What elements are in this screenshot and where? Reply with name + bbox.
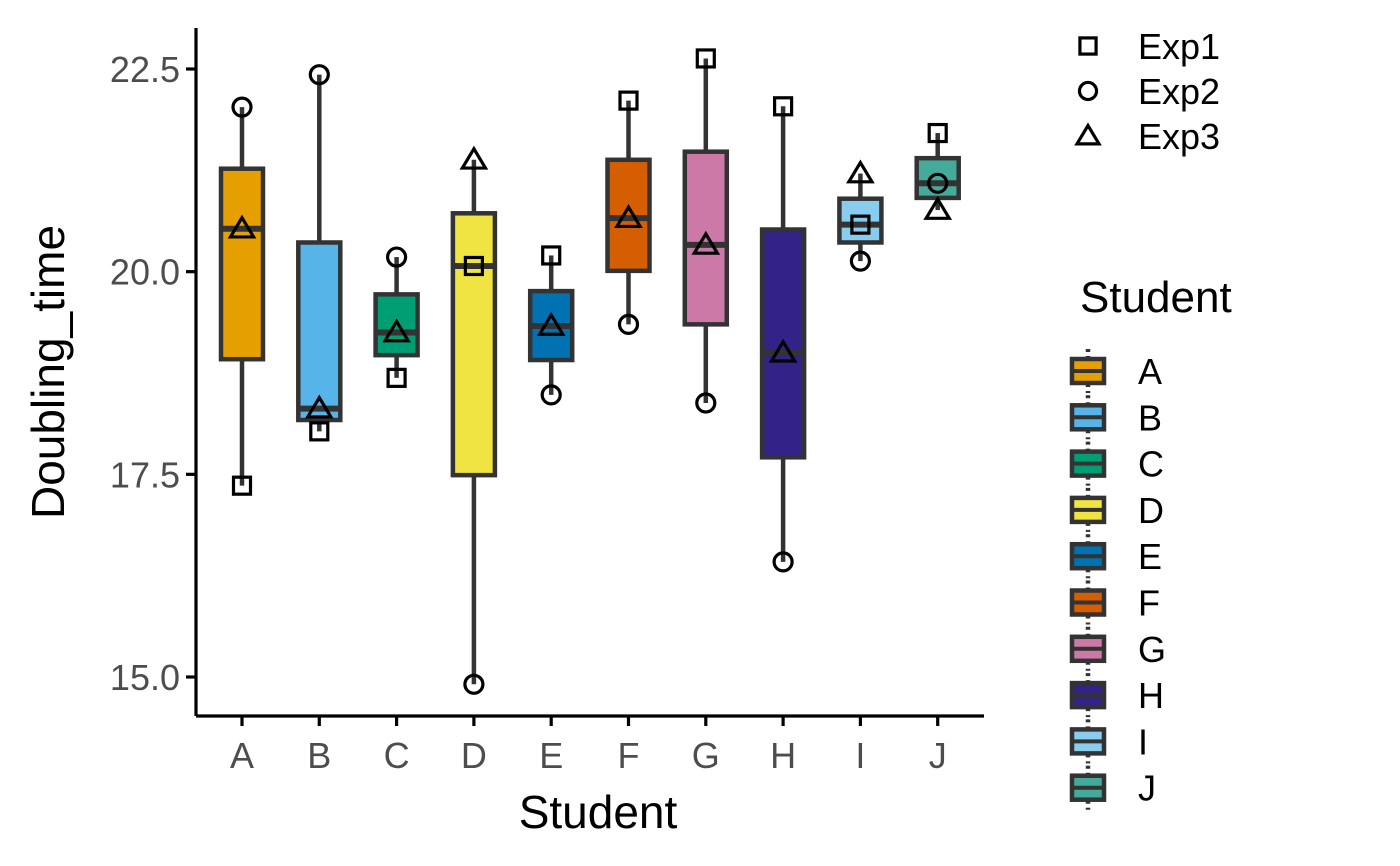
point-d-exp1: [463, 255, 484, 277]
point-c-exp3: [382, 318, 411, 343]
box-group-h: [759, 106, 807, 562]
point-a-exp2: [231, 96, 253, 118]
x-tick-label: F: [618, 735, 640, 776]
fill-legend-label: F: [1138, 583, 1160, 624]
point-i-exp2: [849, 250, 872, 272]
fill-legend-item-i: I: [1069, 719, 1148, 764]
point-i-exp1: [850, 214, 871, 235]
point-g-exp2: [695, 392, 717, 414]
point-j-exp2: [927, 172, 949, 194]
plot-area: [218, 48, 961, 695]
axes: [194, 28, 984, 718]
box-group-f: [605, 100, 652, 325]
point-h-exp2: [772, 551, 794, 573]
fill-legend-label: J: [1138, 768, 1156, 809]
box-group-b: [296, 74, 343, 432]
legend-key-circle: [1077, 80, 1099, 102]
box: [450, 211, 498, 478]
point-i-exp3: [846, 159, 875, 184]
box: [296, 240, 343, 423]
fill-legend-label: D: [1138, 490, 1164, 531]
point-d-exp2: [463, 673, 485, 695]
shape-legend-label: Exp1: [1138, 26, 1220, 67]
point-b-exp3: [304, 394, 334, 419]
x-tick-label: D: [461, 735, 487, 776]
fill-legend-label: G: [1138, 629, 1166, 670]
point-f-exp2: [617, 313, 640, 335]
shape-legend-item-exp3: Exp3: [1074, 116, 1220, 157]
fill-legend-item-f: F: [1069, 580, 1160, 625]
shape-legend-item-exp1: Exp1: [1078, 26, 1220, 67]
legend-key-triangle: [1074, 122, 1102, 146]
point-j-exp1: [927, 122, 948, 144]
x-tick-label: G: [692, 735, 720, 776]
fill-legend-item-j: J: [1069, 765, 1156, 810]
fill-legend-title: Student: [1080, 273, 1232, 322]
y-axis-title: Doubling_time: [22, 225, 74, 519]
point-h-exp1: [772, 96, 794, 117]
box-group-a: [218, 107, 266, 486]
axis-ticks: 15.0 17.5 20.0 22.5 A B C D E F G H I J: [110, 49, 947, 776]
legend-key-square: [1078, 36, 1098, 56]
shape-legend-label: Exp2: [1138, 71, 1220, 112]
fill-legend-item-a: A: [1069, 349, 1162, 393]
shape-legend-item-exp2: Exp2: [1077, 71, 1220, 112]
point-c-exp2: [386, 246, 408, 268]
point-e-exp2: [540, 384, 562, 406]
y-tick-label: 20.0: [110, 252, 180, 293]
x-tick-label: B: [307, 735, 331, 776]
fill-legend-label: C: [1138, 444, 1164, 485]
box: [218, 166, 266, 362]
box-group-d: [450, 159, 498, 685]
box: [837, 196, 884, 245]
point-b-exp1: [309, 421, 330, 442]
point-h-exp3: [768, 338, 798, 363]
x-tick-label: C: [384, 735, 410, 776]
fill-legend-item-d: D: [1069, 487, 1164, 532]
y-tick-label: 17.5: [110, 454, 180, 495]
x-tick-label: I: [855, 735, 865, 776]
point-g-exp1: [695, 48, 716, 69]
point-g-exp3: [691, 230, 721, 255]
fill-legend-item-b: B: [1069, 395, 1162, 440]
fill-legend-label: E: [1138, 536, 1162, 577]
y-tick-label: 22.5: [110, 49, 180, 90]
x-axis-title: Student: [519, 786, 678, 838]
fill-legend-label: B: [1138, 397, 1162, 438]
x-tick-label: J: [929, 735, 947, 776]
box-group-i: [837, 173, 884, 262]
point-j-exp3: [923, 195, 953, 220]
point-f-exp3: [614, 204, 643, 229]
x-tick-label: A: [230, 735, 254, 776]
box: [682, 149, 730, 327]
x-tick-label: E: [539, 735, 563, 776]
box-group-g: [682, 58, 730, 403]
fill-legend-label: I: [1138, 721, 1148, 762]
point-a-exp3: [227, 214, 257, 239]
fill-legend-item-h: H: [1069, 673, 1164, 718]
point-e-exp1: [541, 245, 562, 266]
fill-legend-item-g: G: [1069, 626, 1166, 671]
point-b-exp2: [308, 64, 330, 86]
shape-legend-label: Exp3: [1138, 116, 1220, 157]
fill-legend-item-e: E: [1069, 534, 1162, 579]
fill-legend-label: A: [1138, 351, 1162, 392]
box: [373, 292, 420, 358]
box-group-c: [373, 257, 420, 378]
point-e-exp3: [536, 311, 566, 336]
point-c-exp1: [386, 367, 407, 388]
fill-legend-label: H: [1138, 675, 1164, 716]
point-d-exp3: [459, 145, 489, 170]
point-a-exp1: [231, 475, 253, 496]
point-f-exp1: [618, 90, 639, 111]
x-tick-label: H: [770, 735, 796, 776]
fill-legend-item-c: C: [1069, 441, 1164, 486]
y-tick-label: 15.0: [110, 657, 180, 698]
box-group-e: [527, 255, 575, 395]
